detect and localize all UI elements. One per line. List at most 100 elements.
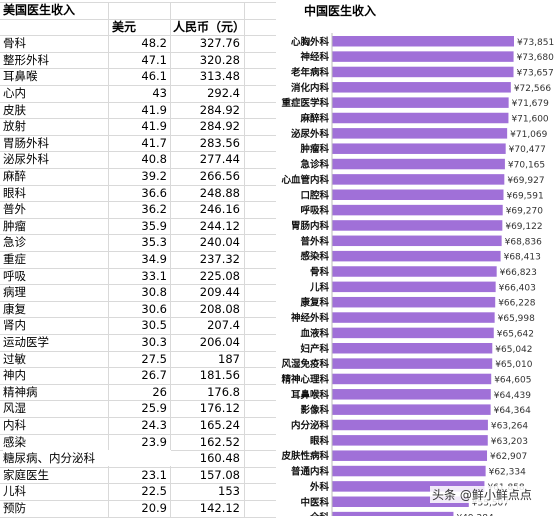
row-rmb: 266.56 <box>199 169 240 183</box>
watermark: 头条 @鲜小鲜点点 <box>430 486 534 503</box>
row-name: 胃肠外科 <box>3 135 49 150</box>
category-label: 耳鼻喉科 <box>291 389 330 401</box>
row-rmb: 157.08 <box>199 467 240 482</box>
row-usd: 23.1 <box>141 467 167 482</box>
value-label: ¥64,439 <box>494 391 531 401</box>
bar <box>332 343 493 354</box>
value-label: ¥66,823 <box>500 268 537 278</box>
category-label: 消化内科 <box>291 82 330 94</box>
category-label: 血液科 <box>300 327 329 339</box>
row-rmb: 142.12 <box>199 501 240 515</box>
row-name: 皮肤 <box>3 102 26 117</box>
gridline-h <box>0 267 276 269</box>
bar <box>332 36 514 47</box>
gridline-h <box>0 300 276 302</box>
value-label: ¥69,591 <box>507 191 544 201</box>
bar <box>332 143 506 154</box>
gridline-h <box>0 350 276 352</box>
gridline-h <box>0 85 276 86</box>
row-rmb: 248.88 <box>199 185 240 200</box>
category-label: 麻醉科 <box>299 113 329 125</box>
category-label: 神经外科 <box>291 312 330 324</box>
category-label: 心血管内科 <box>281 174 329 186</box>
bar <box>332 220 503 231</box>
gridline-v <box>244 2 245 517</box>
row-usd: 48.2 <box>141 36 167 51</box>
bar <box>332 327 494 339</box>
value-label: ¥62,334 <box>489 468 526 478</box>
value-label: ¥69,122 <box>505 222 542 232</box>
row-usd: 30.5 <box>141 318 167 333</box>
bar <box>332 511 454 516</box>
gridline-h <box>0 400 276 402</box>
row-name: 感染 <box>3 434 26 449</box>
table-title: 美国医生收入 <box>3 3 76 17</box>
row-usd: 41.9 <box>141 102 167 117</box>
row-name: 放射 <box>3 119 26 134</box>
value-label: ¥73,851 <box>517 38 554 48</box>
value-label: ¥63,264 <box>491 422 528 432</box>
row-name: 内科 <box>3 418 26 432</box>
row-usd: 30.8 <box>141 285 167 300</box>
bar <box>332 281 496 293</box>
row-name: 精神病 <box>3 384 38 399</box>
gridline-h <box>0 184 276 186</box>
value-label: ¥71,679 <box>512 99 549 109</box>
value-label: ¥71,069 <box>510 130 547 140</box>
bar <box>332 112 509 124</box>
row-rmb: 237.32 <box>199 252 240 266</box>
row-name: 麻醉 <box>3 169 26 183</box>
row-usd: 22.5 <box>141 484 167 499</box>
value-label: ¥62,907 <box>490 452 527 462</box>
value-label: ¥66,403 <box>499 283 536 293</box>
bar <box>332 373 492 385</box>
category-label: 影像科 <box>300 404 329 416</box>
row-name: 过敏 <box>3 351 26 366</box>
category-label: 风湿免疫科 <box>281 358 329 370</box>
row-rmb: 165.24 <box>199 418 240 432</box>
gridline-h <box>0 417 276 418</box>
row-usd: 23.9 <box>141 434 167 449</box>
row-rmb: 327.76 <box>199 36 240 51</box>
category-label: 妇产科 <box>299 343 329 355</box>
header-rmb: 人民币（元） <box>173 19 246 34</box>
category-label: 精神心理科 <box>281 373 329 385</box>
bar <box>332 266 497 277</box>
value-label: ¥73,680 <box>517 53 554 63</box>
value-label: ¥49,284 <box>456 514 493 516</box>
bar <box>332 389 491 400</box>
gridline-h <box>0 284 276 286</box>
gridline-h <box>0 51 276 53</box>
gridline-h <box>0 516 276 518</box>
value-label: ¥65,010 <box>495 360 532 370</box>
bar <box>332 82 511 93</box>
gridline-h <box>0 201 276 203</box>
category-label: 急诊科 <box>300 159 329 171</box>
bar <box>332 465 486 477</box>
bar <box>332 481 485 492</box>
row-name: 心内 <box>3 86 26 100</box>
row-name: 肾内 <box>3 318 26 333</box>
gridline-h <box>0 483 276 485</box>
category-label: 全科 <box>309 512 330 516</box>
row-usd: 27.5 <box>141 351 167 366</box>
row-usd: 34.9 <box>141 252 167 266</box>
bar <box>332 435 488 446</box>
row-rmb: 160.48 <box>199 451 240 466</box>
gridline-h <box>0 118 276 120</box>
row-name: 普外 <box>3 202 26 217</box>
row-rmb: 244.12 <box>199 218 240 233</box>
row-name: 呼吸 <box>3 268 26 283</box>
value-label: ¥70,165 <box>508 161 545 171</box>
bar <box>332 250 501 262</box>
category-label: 普外科 <box>300 235 329 247</box>
china-income-bar-chart: 心胸外科 ¥73,851 神经科 ¥73,680 老年病科 ¥73,657 消化内科 ¥72,… <box>280 33 554 516</box>
gridline-h <box>0 234 276 236</box>
bar <box>332 128 508 139</box>
gridline-h <box>0 466 276 468</box>
value-label: ¥65,042 <box>495 345 532 355</box>
gridline-h <box>0 18 276 20</box>
row-name: 耳鼻喉 <box>3 69 38 84</box>
category-label: 泌尿外科 <box>291 128 330 140</box>
row-usd: 26.7 <box>141 368 167 383</box>
